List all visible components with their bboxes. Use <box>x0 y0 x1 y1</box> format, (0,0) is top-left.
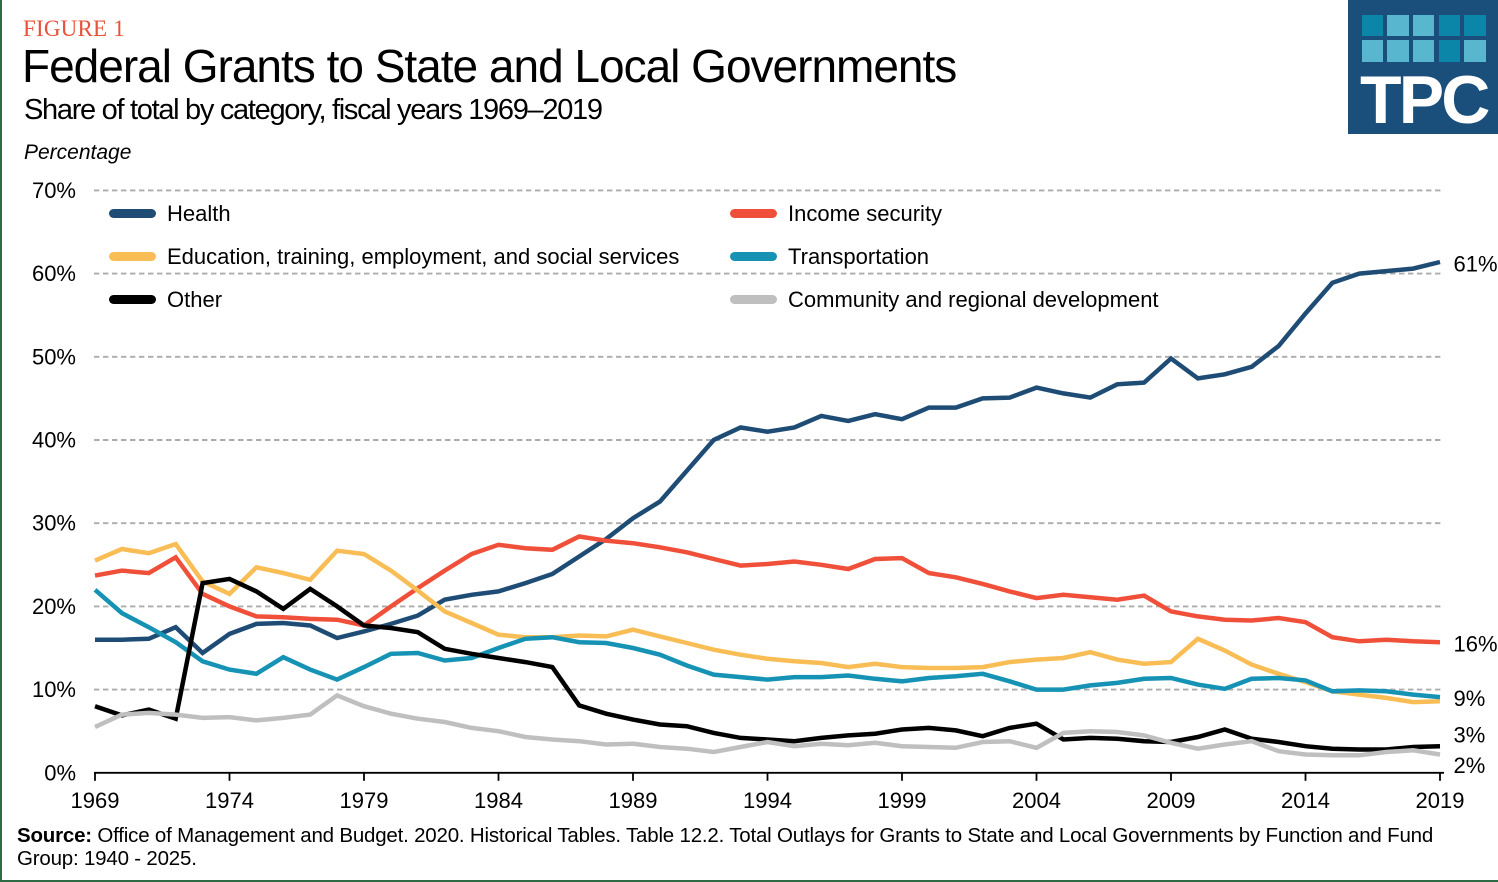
svg-text:16%: 16% <box>1454 632 1498 657</box>
svg-text:9%: 9% <box>1454 686 1486 711</box>
svg-text:40%: 40% <box>32 428 76 453</box>
svg-text:2004: 2004 <box>1012 788 1061 813</box>
svg-text:Health: Health <box>167 201 231 226</box>
svg-text:Other: Other <box>167 287 222 312</box>
svg-text:10%: 10% <box>32 677 76 702</box>
svg-text:2019: 2019 <box>1416 788 1465 813</box>
svg-text:Income security: Income security <box>788 201 942 226</box>
svg-text:1979: 1979 <box>340 788 389 813</box>
svg-text:1974: 1974 <box>205 788 254 813</box>
svg-text:61%: 61% <box>1454 252 1498 277</box>
svg-text:2014: 2014 <box>1281 788 1330 813</box>
svg-text:50%: 50% <box>32 344 76 369</box>
svg-text:1989: 1989 <box>609 788 658 813</box>
svg-text:60%: 60% <box>32 261 76 286</box>
svg-text:70%: 70% <box>32 178 76 203</box>
svg-text:3%: 3% <box>1454 723 1486 748</box>
svg-text:1999: 1999 <box>878 788 927 813</box>
svg-text:0%: 0% <box>44 760 76 785</box>
svg-text:Community and regional develop: Community and regional development <box>788 287 1159 312</box>
svg-text:30%: 30% <box>32 511 76 536</box>
svg-text:2%: 2% <box>1454 753 1486 778</box>
svg-text:2009: 2009 <box>1147 788 1196 813</box>
svg-text:1994: 1994 <box>743 788 792 813</box>
svg-text:20%: 20% <box>32 594 76 619</box>
svg-text:Transportation: Transportation <box>788 244 929 269</box>
svg-text:1969: 1969 <box>71 788 120 813</box>
svg-text:1984: 1984 <box>474 788 523 813</box>
svg-text:Education, training, employmen: Education, training, employment, and soc… <box>167 244 679 269</box>
